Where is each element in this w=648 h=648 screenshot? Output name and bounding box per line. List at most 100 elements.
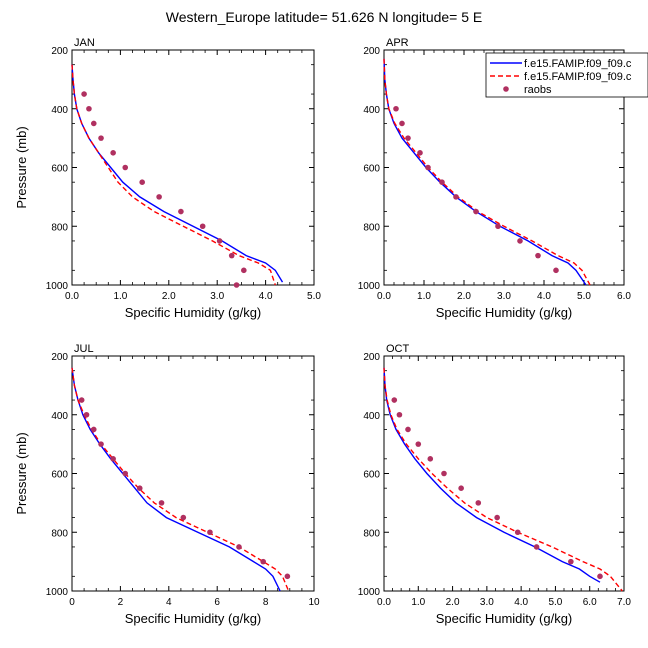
y-tick-label: 400 — [363, 105, 380, 116]
x-tick-label: 7.0 — [617, 597, 631, 608]
raobs-point — [439, 179, 445, 185]
y-tick-label: 1000 — [46, 281, 69, 292]
x-tick-label: 4.0 — [259, 291, 273, 302]
x-tick-label: 8 — [263, 597, 269, 608]
y-tick-label: 400 — [51, 105, 68, 116]
x-tick-label: 2.0 — [446, 597, 460, 608]
raobs-point — [425, 164, 431, 171]
plot-frame — [71, 49, 315, 286]
raobs-point — [396, 411, 403, 418]
panel-title: OCT — [386, 343, 410, 355]
legend-marker — [503, 86, 509, 92]
raobs-point — [458, 485, 464, 491]
x-tick-label: 6.0 — [583, 597, 597, 608]
figure-title: Western_Europe latitude= 51.626 N longit… — [166, 9, 483, 25]
x-tick-label: 3.0 — [480, 597, 494, 608]
raobs-point — [393, 105, 399, 112]
panel-apr: APR 0.0 1.0 2.0 3.0 4.0 5.0 6.0 200 400 600 800 1000… — [358, 37, 632, 320]
raobs-point — [90, 426, 97, 433]
raobs-point — [98, 135, 104, 141]
raobs-point — [553, 267, 559, 274]
x-axis-title: Specific Humidity (g/kg) — [125, 611, 262, 626]
legend-label: f.e15.FAMIP.f09_f09.c — [524, 58, 632, 70]
x-tick-label: 2 — [118, 597, 124, 608]
y-tick-label: 200 — [51, 352, 68, 363]
raobs-point — [233, 282, 240, 288]
panel-oct: OCT 0.0 1.0 2.0 3.0 4.0 5.0 6.0 7.0 200 400 600 800 1… — [358, 343, 632, 626]
raobs-point — [86, 105, 92, 112]
y-tick-label: 600 — [363, 164, 380, 175]
raobs-point — [78, 397, 85, 403]
y-tick-label: 400 — [51, 411, 68, 422]
y-tick-label: 200 — [363, 46, 380, 57]
raobs-point — [405, 426, 411, 433]
plot-frame — [71, 355, 315, 592]
x-tick-label: 1.0 — [417, 291, 431, 302]
raobs-point — [216, 238, 223, 244]
raobs-point — [98, 441, 104, 447]
raobs-point — [90, 120, 97, 127]
x-tick-label: 0.0 — [377, 597, 391, 608]
model-line-solid — [71, 64, 284, 283]
raobs-point — [236, 544, 242, 550]
raobs-point — [441, 470, 447, 477]
model-line-solid — [71, 367, 281, 592]
panel-title: JAN — [74, 37, 95, 49]
x-tick-label: 6 — [214, 597, 220, 608]
y-tick-label: 600 — [363, 470, 380, 481]
panel-title: JUL — [74, 343, 94, 355]
raobs-point — [453, 194, 459, 200]
raobs-point — [415, 441, 422, 447]
x-tick-label: 3.0 — [497, 291, 511, 302]
raobs-point — [405, 135, 411, 141]
raobs-point — [81, 91, 87, 97]
raobs-point — [514, 529, 521, 536]
raobs-point — [473, 208, 479, 215]
y-tick-label: 1000 — [358, 587, 381, 598]
panel-jan: JAN 0.0 1.0 2.0 3.0 4.0 5.0 200 400 600 800 1000 Spe… — [14, 37, 321, 320]
x-tick-label: 2.0 — [457, 291, 471, 302]
model-line-dashed — [383, 367, 623, 592]
legend: f.e15.FAMIP.f09_f09.cf.e15.FAMIP.f09_f09… — [485, 52, 648, 98]
raobs-point — [139, 179, 145, 185]
raobs-point — [180, 514, 187, 521]
legend-label: f.e15.FAMIP.f09_f09.c — [524, 71, 632, 83]
raobs-point — [535, 252, 541, 259]
model-line-dashed — [71, 64, 276, 286]
panels-container: JAN 0.0 1.0 2.0 3.0 4.0 5.0 200 400 600 800 1000 Spe… — [14, 37, 631, 626]
raobs-point — [494, 514, 500, 521]
panel-jul: JUL 0 2 4 6 8 10 200 400 600 800 1000 Specific Humid… — [14, 343, 320, 626]
raobs-point — [178, 208, 184, 215]
y-tick-label: 600 — [51, 164, 68, 175]
x-tick-label: 4.0 — [537, 291, 551, 302]
raobs-point — [517, 238, 523, 244]
plot-frame — [383, 355, 625, 592]
x-axis-title: Specific Humidity (g/kg) — [125, 305, 262, 320]
raobs-point — [399, 120, 405, 127]
x-tick-label: 1.0 — [113, 291, 127, 302]
model-line-dashed — [71, 367, 290, 592]
x-tick-label: 0.0 — [65, 291, 79, 302]
raobs-point — [228, 252, 235, 259]
y-tick-label: 200 — [51, 46, 68, 57]
raobs-point — [284, 573, 291, 580]
x-tick-label: 5.0 — [548, 597, 562, 608]
y-tick-label: 1000 — [358, 281, 381, 292]
x-axis-title: Specific Humidity (g/kg) — [436, 305, 573, 320]
x-tick-label: 4.0 — [514, 597, 528, 608]
y-tick-label: 800 — [51, 528, 68, 539]
legend-label: raobs — [524, 84, 552, 96]
y-axis-title: Pressure (mb) — [14, 126, 29, 208]
y-tick-label: 800 — [363, 528, 380, 539]
raobs-point — [122, 164, 129, 171]
y-tick-label: 800 — [51, 222, 68, 233]
y-tick-label: 400 — [363, 411, 380, 422]
raobs-point — [136, 485, 143, 491]
x-tick-label: 4 — [166, 597, 172, 608]
raobs-point — [83, 411, 90, 418]
x-tick-label: 10 — [308, 597, 320, 608]
raobs-point — [597, 573, 603, 580]
raobs-point — [260, 558, 266, 565]
x-tick-label: 3.0 — [210, 291, 224, 302]
